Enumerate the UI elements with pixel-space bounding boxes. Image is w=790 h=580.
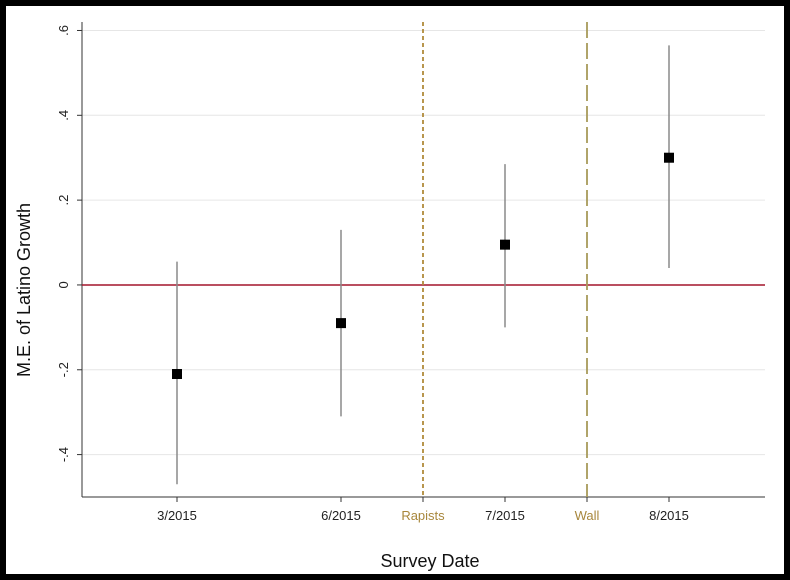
x-axis-title: Survey Date bbox=[380, 551, 479, 571]
x-tick-label: 7/2015 bbox=[485, 508, 525, 523]
y-tick-label: -.4 bbox=[56, 447, 71, 462]
point-estimate bbox=[172, 369, 182, 380]
axes bbox=[77, 22, 765, 502]
point-estimate bbox=[500, 239, 510, 250]
x-tick-label: 3/2015 bbox=[157, 508, 197, 523]
x-tick-label: 8/2015 bbox=[649, 508, 689, 523]
event-label-wall: Wall bbox=[575, 508, 600, 523]
figure-background bbox=[6, 6, 784, 574]
y-tick-label: -.2 bbox=[56, 362, 71, 377]
y-tick-label: .2 bbox=[56, 195, 71, 206]
x-tick-label: 6/2015 bbox=[321, 508, 361, 523]
data-marks bbox=[172, 45, 674, 485]
point-estimate bbox=[336, 318, 346, 329]
point-estimate bbox=[664, 152, 674, 163]
tick-labels: -.4 -.2 0 .2 .4 .6 3/2015 6/2015 Rapists 7/2015 Wa… bbox=[56, 25, 689, 523]
y-tick-label: 0 bbox=[56, 281, 71, 288]
y-tick-label: .4 bbox=[56, 110, 71, 121]
event-label-rapists: Rapists bbox=[401, 508, 445, 523]
reference-lines bbox=[82, 22, 765, 497]
y-axis-title: M.E. of Latino Growth bbox=[14, 203, 34, 377]
y-tick-label: .6 bbox=[56, 25, 71, 36]
